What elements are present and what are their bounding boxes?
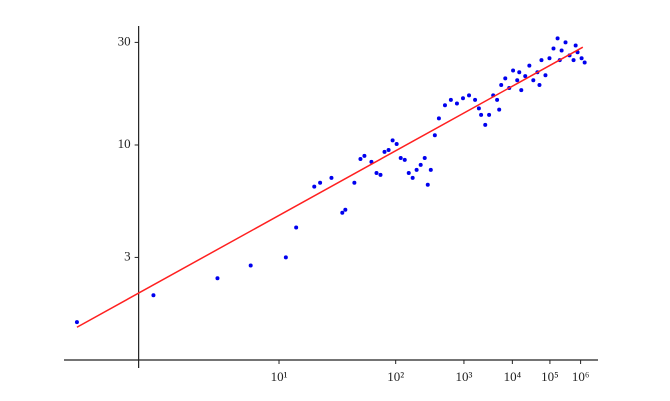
point — [248, 263, 253, 268]
point — [499, 83, 504, 88]
point — [386, 147, 391, 152]
x-tick-label: 10³ — [455, 369, 472, 384]
point — [422, 155, 427, 160]
point — [436, 116, 441, 121]
x-tick-label: 10⁴ — [504, 369, 522, 384]
point — [495, 97, 500, 102]
point — [579, 56, 584, 61]
point — [551, 46, 556, 51]
point — [571, 58, 576, 63]
point — [476, 106, 481, 111]
point — [517, 70, 522, 75]
point — [329, 175, 334, 180]
point — [442, 103, 447, 108]
point — [352, 180, 357, 185]
x-tick-label: 10¹ — [271, 369, 288, 384]
point — [454, 101, 459, 106]
point — [312, 184, 317, 189]
point — [448, 97, 453, 102]
point — [362, 153, 367, 158]
point — [497, 107, 502, 112]
point — [406, 170, 411, 175]
point — [318, 180, 323, 185]
point — [74, 320, 79, 325]
point — [527, 63, 532, 68]
point — [519, 88, 524, 93]
point — [402, 157, 407, 162]
point — [382, 149, 387, 154]
point — [414, 167, 419, 172]
point — [473, 97, 478, 102]
point — [418, 162, 423, 167]
point — [425, 182, 430, 187]
point — [515, 78, 520, 83]
point — [283, 255, 288, 260]
point — [573, 43, 578, 48]
x-tick-label: 10⁶ — [572, 369, 590, 384]
x-tick-label: 10⁵ — [541, 369, 559, 384]
point — [539, 58, 544, 63]
point — [511, 68, 516, 73]
point — [559, 48, 564, 53]
point — [358, 156, 363, 161]
point — [294, 225, 299, 230]
y-tick-label: 10 — [118, 136, 131, 151]
point — [343, 207, 348, 212]
point — [215, 276, 220, 281]
point — [390, 138, 395, 143]
point — [398, 155, 403, 160]
point — [537, 83, 542, 88]
point — [523, 74, 528, 79]
point — [503, 76, 508, 81]
point — [374, 170, 379, 175]
point — [483, 122, 488, 127]
point — [487, 112, 492, 117]
point — [151, 293, 156, 298]
point — [555, 36, 560, 41]
point — [378, 172, 383, 177]
point — [428, 167, 433, 172]
x-tick-label: 10² — [387, 369, 404, 384]
y-tick-label: 30 — [118, 33, 131, 48]
point — [547, 56, 552, 61]
point — [432, 133, 437, 138]
point — [531, 78, 536, 83]
point — [479, 112, 484, 117]
point — [582, 60, 587, 65]
point — [460, 96, 465, 101]
y-tick-label: 3 — [124, 248, 131, 263]
point — [410, 175, 415, 180]
point — [340, 210, 345, 215]
point — [467, 93, 472, 98]
fit-line — [76, 46, 584, 328]
point — [394, 142, 399, 147]
point — [563, 40, 568, 45]
point — [543, 73, 548, 78]
